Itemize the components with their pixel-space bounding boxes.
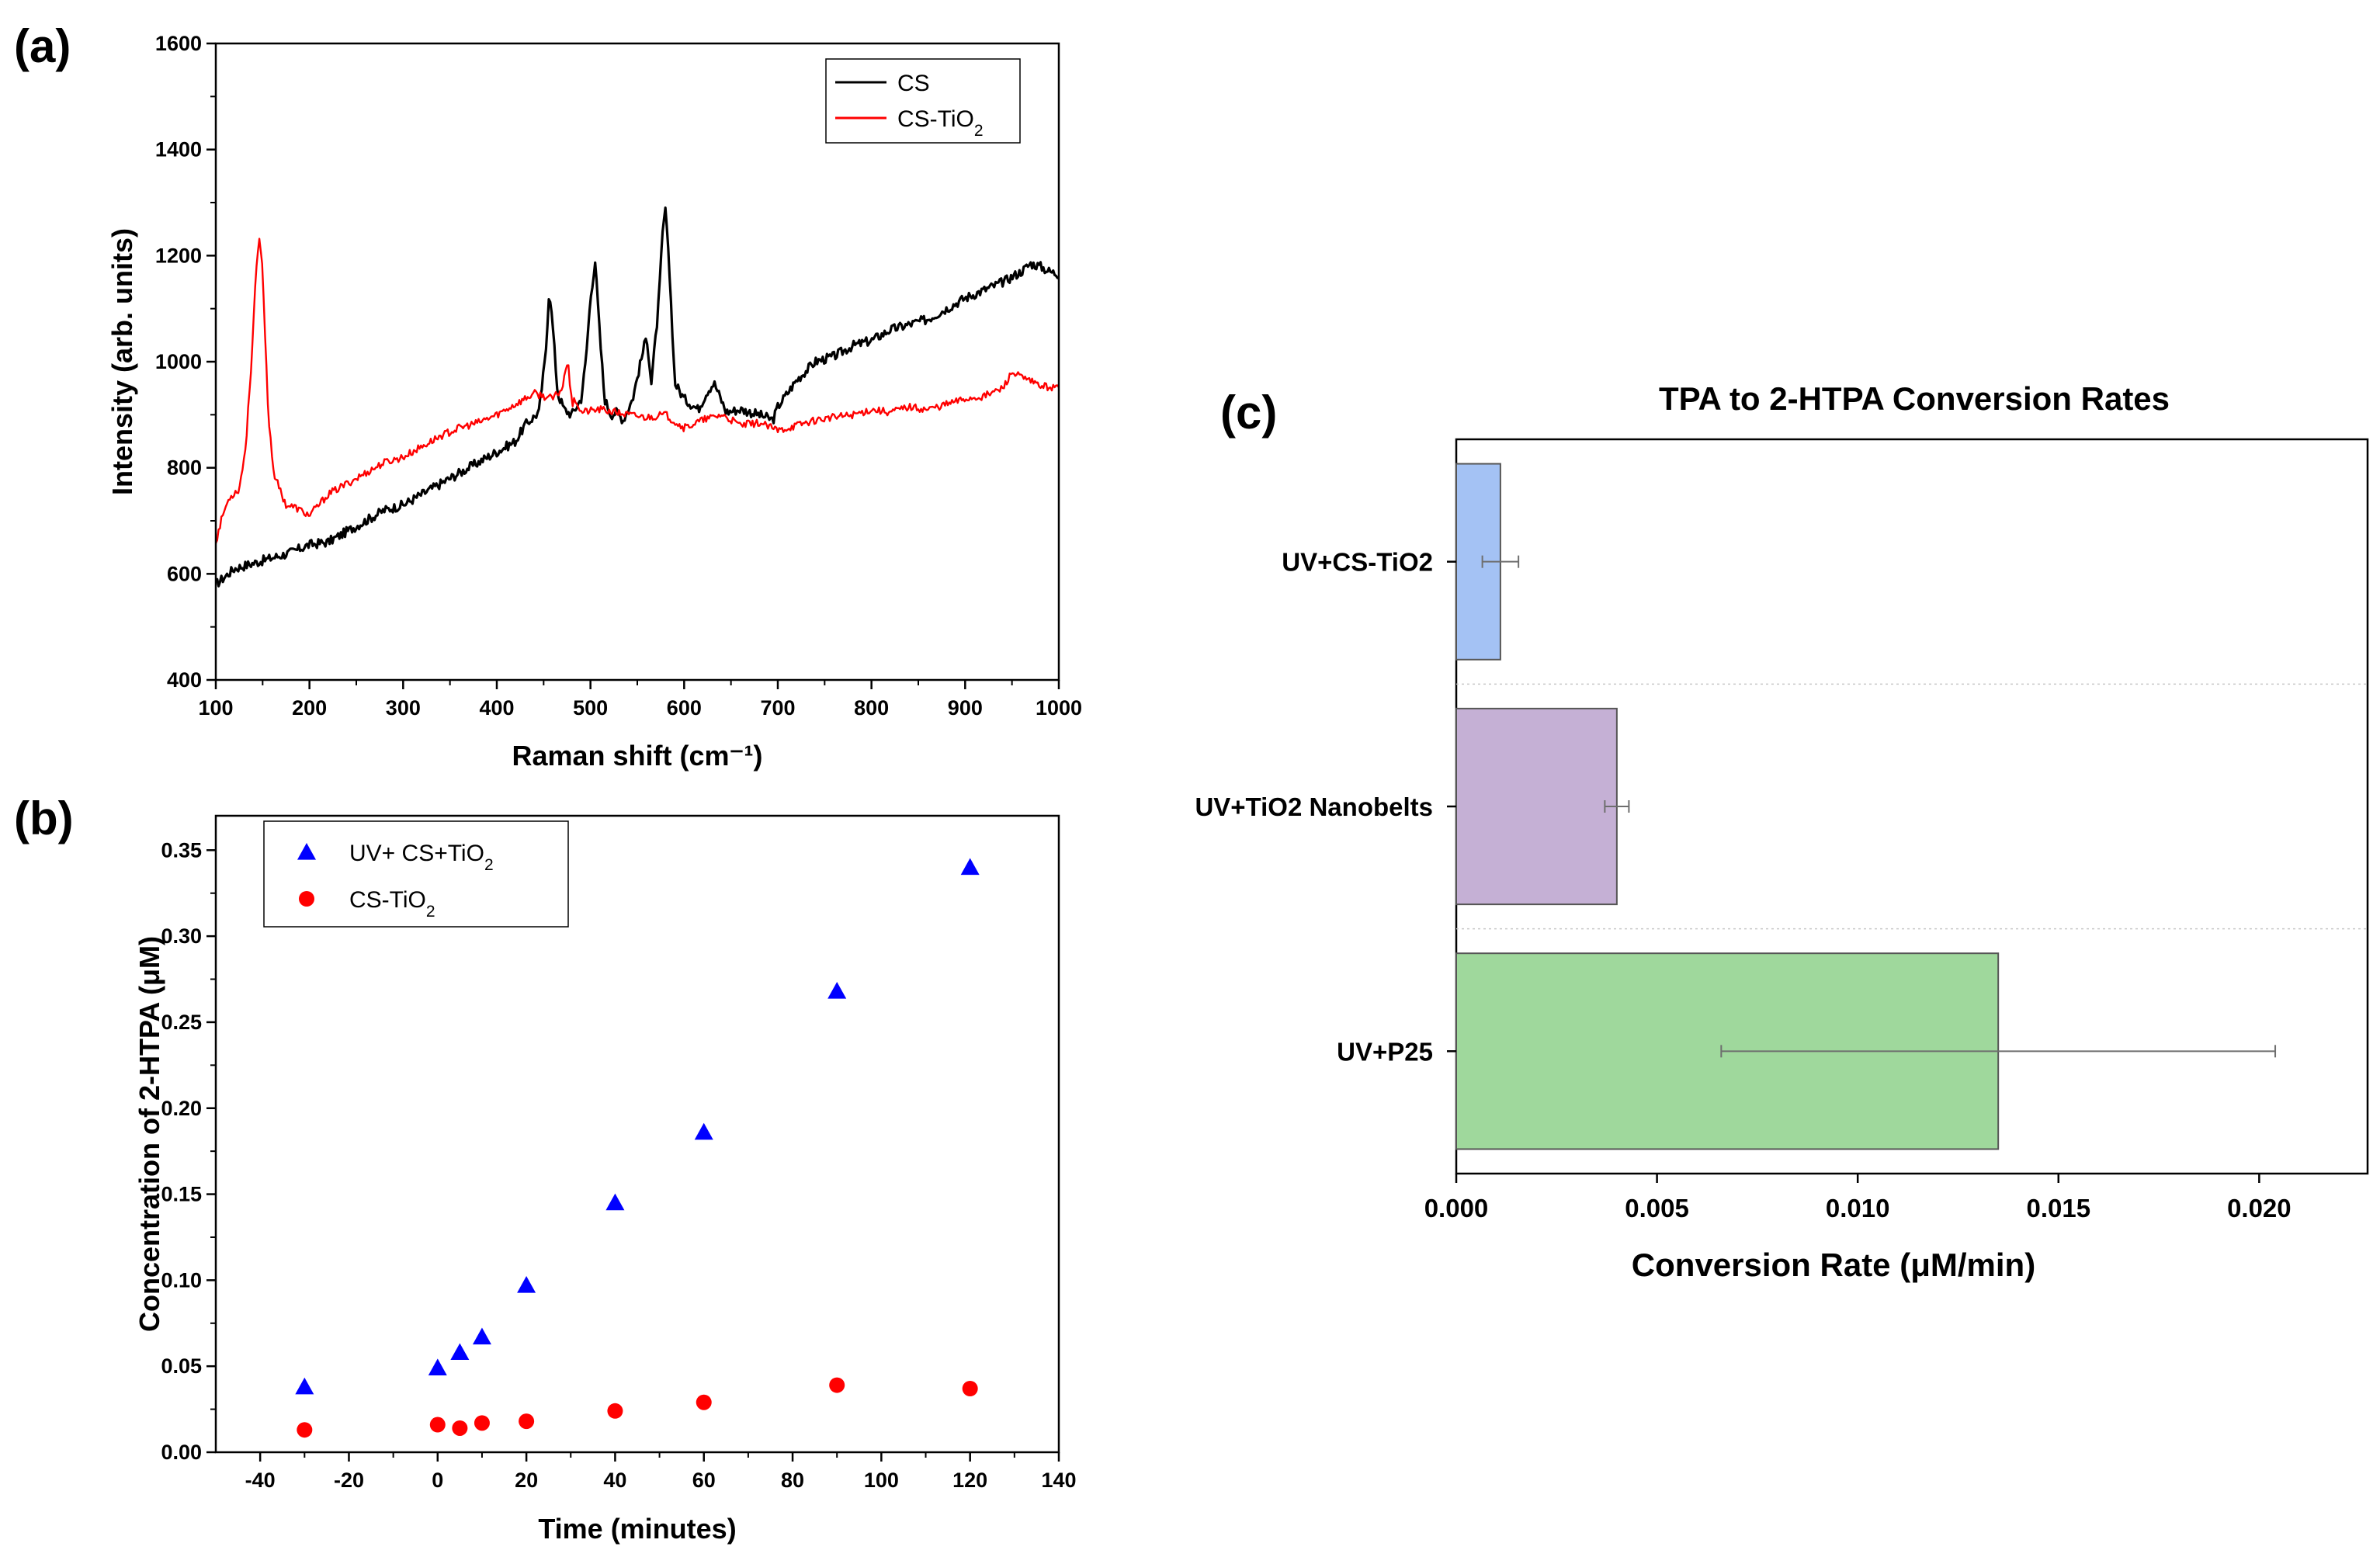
x-tick-label: 200 bbox=[292, 696, 327, 720]
x-tick-label: 1000 bbox=[1036, 696, 1082, 720]
data-point-triangle bbox=[295, 1377, 314, 1395]
y-tick-label: 0.25 bbox=[161, 1011, 202, 1034]
x-tick-label: 700 bbox=[760, 696, 795, 720]
y-tick-label: 0.10 bbox=[161, 1268, 202, 1292]
y-tick-label: 1400 bbox=[155, 138, 202, 161]
x-tick-label: 0.000 bbox=[1424, 1194, 1489, 1222]
data-point-circle bbox=[429, 1417, 446, 1433]
y-tick-label: 0.00 bbox=[161, 1441, 202, 1464]
data-point-triangle bbox=[827, 982, 847, 999]
x-axis-title: Time (minutes) bbox=[538, 1513, 736, 1545]
data-point-circle bbox=[297, 1422, 313, 1438]
data-point-triangle bbox=[517, 1276, 536, 1293]
x-tick-label: -40 bbox=[245, 1469, 276, 1492]
data-point-triangle bbox=[605, 1193, 625, 1211]
panel-c-conversion-rate-chart: (c) TPA to 2-HTPA Conversion Rates UV+CS-T… bbox=[1195, 380, 2369, 1283]
data-point-circle bbox=[519, 1413, 535, 1430]
x-tick-label: 300 bbox=[386, 696, 421, 720]
data-point-circle bbox=[696, 1394, 712, 1410]
x-tick-label: 20 bbox=[515, 1469, 538, 1492]
legend-entry-subscript: 2 bbox=[484, 856, 494, 874]
x-tick-label: 600 bbox=[667, 696, 702, 720]
panel-label-b: (b) bbox=[14, 792, 74, 844]
x-tick-label: 140 bbox=[1041, 1469, 1076, 1492]
x-tick-label: 0.015 bbox=[2026, 1194, 2090, 1222]
data-point-triangle bbox=[694, 1122, 713, 1140]
legend-entry: CS bbox=[897, 71, 930, 96]
legend-entry-base: UV+ CS+TiO bbox=[349, 841, 484, 866]
x-tick-label: 0.020 bbox=[2227, 1194, 2292, 1222]
x-tick-label: 800 bbox=[854, 696, 889, 720]
category-label: UV+P25 bbox=[1337, 1037, 1433, 1066]
legend-marker bbox=[297, 843, 316, 860]
legend-entry-base: CS bbox=[897, 71, 930, 96]
x-tick-label: 40 bbox=[603, 1469, 626, 1492]
category-label: UV+TiO2 Nanobelts bbox=[1195, 792, 1433, 821]
series-group-a bbox=[216, 206, 1059, 588]
legend-box-b bbox=[263, 820, 569, 928]
y-tick-label: 0.20 bbox=[161, 1097, 202, 1120]
y-axis-title: Intensity (arb. units) bbox=[106, 228, 138, 495]
data-point-circle bbox=[452, 1420, 468, 1436]
category-label: UV+CS-TiO2 bbox=[1282, 548, 1433, 577]
data-point-triangle bbox=[960, 858, 980, 876]
x-tick-label: 100 bbox=[864, 1469, 899, 1492]
series-line-cs bbox=[216, 206, 1059, 588]
panel-b-concentration-chart: (b) -40 -20 0 20 40 60 80 100 120 140 0.00 0.05 0.10 0… bbox=[14, 792, 1077, 1545]
x-tick-label: 100 bbox=[198, 696, 233, 720]
x-tick-label: 900 bbox=[948, 696, 983, 720]
bar bbox=[1455, 707, 1618, 906]
x-tick-label: 80 bbox=[781, 1469, 804, 1492]
data-point-circle bbox=[607, 1403, 623, 1419]
chart-title: TPA to 2-HTPA Conversion Rates bbox=[1659, 380, 2170, 417]
y-axis-title: Concentration of 2-HTPA (μM) bbox=[134, 936, 165, 1332]
plot-frame-b bbox=[214, 814, 1060, 1454]
legend-entry-subscript: 2 bbox=[974, 122, 984, 140]
data-point-triangle bbox=[450, 1343, 470, 1361]
x-axis-title: Raman shift (cm⁻¹) bbox=[512, 740, 762, 772]
y-tick-label: 0.15 bbox=[161, 1183, 202, 1206]
x-tick-label: 400 bbox=[479, 696, 514, 720]
data-point-triangle bbox=[428, 1358, 447, 1376]
legend-box-a bbox=[825, 58, 1021, 144]
y-tick-label: 1000 bbox=[155, 350, 202, 373]
legend-entry-subscript: 2 bbox=[426, 903, 435, 921]
data-point-circle bbox=[962, 1381, 978, 1396]
legend-entry: UV+ CS+TiO2 bbox=[349, 841, 494, 874]
x-tick-label: 0.005 bbox=[1625, 1194, 1689, 1222]
y-tick-label: 0.05 bbox=[161, 1354, 202, 1378]
data-point-circle bbox=[474, 1415, 490, 1431]
legend-entry: CS-TiO2 bbox=[897, 106, 984, 140]
y-tick-label: 400 bbox=[167, 668, 202, 692]
legend-marker bbox=[299, 891, 314, 907]
legend-entry-base: CS-TiO bbox=[349, 887, 426, 913]
data-point-circle bbox=[829, 1377, 845, 1393]
x-tick-label: 0.010 bbox=[1826, 1194, 1890, 1222]
legend-entry-base: CS-TiO bbox=[897, 106, 974, 132]
series-line-cs-tio2 bbox=[216, 238, 1059, 544]
x-tick-label: 500 bbox=[573, 696, 608, 720]
x-tick-label: 60 bbox=[692, 1469, 716, 1492]
panel-label-c: (c) bbox=[1220, 387, 1277, 439]
data-point-triangle bbox=[472, 1327, 491, 1345]
panel-a-raman-chart: (a) 100 200 300 400 500 600 700 800 900 1000 400 600… bbox=[14, 20, 1082, 772]
panel-label-a: (a) bbox=[14, 20, 71, 72]
x-tick-label: 120 bbox=[952, 1469, 987, 1492]
y-tick-label: 1600 bbox=[155, 32, 202, 55]
y-tick-label: 1200 bbox=[155, 244, 202, 267]
y-tick-label: 0.35 bbox=[161, 838, 202, 862]
x-tick-label: -20 bbox=[334, 1469, 364, 1492]
y-tick-label: 0.30 bbox=[161, 924, 202, 948]
x-tick-label: 0 bbox=[432, 1469, 443, 1492]
x-axis-title: Conversion Rate (μM/min) bbox=[1632, 1247, 2035, 1283]
legend-entry: CS-TiO2 bbox=[349, 887, 435, 921]
y-tick-label: 800 bbox=[167, 456, 202, 480]
y-tick-label: 600 bbox=[167, 562, 202, 585]
